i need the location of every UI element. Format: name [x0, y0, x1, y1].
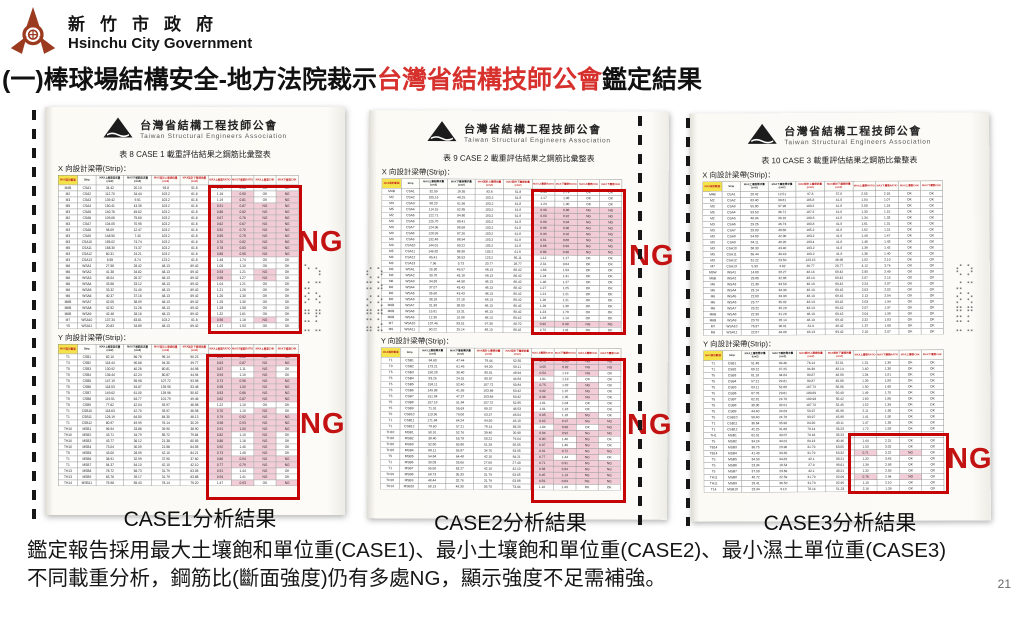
case2-caption: CASE2分析結果 [434, 512, 587, 535]
x-strip-label: X 向設計梁帶(Strip)： [381, 167, 455, 177]
association-name-en: Taiwan Structural Engineers Association [140, 132, 287, 140]
dot-matrix-stamp-2: ⢎⡱ ⠭⠵ ⡪⢕ ⣛⡛ ⠶⠮ [364, 266, 388, 335]
x-strip-table: MAX設計斷面 Strip MAX上層筋需求量(cm2) MAX下層筋需求量(cm2)… [702, 180, 944, 336]
gov-name-en: Hsinchu City Government [68, 34, 253, 52]
page-number: 21 [997, 577, 1011, 591]
conclusion-line-1: 鑑定報告採用最大土壤飽和單位重(CASE1)、最小土壤飽和單位重(CASE2)、… [27, 539, 947, 562]
ng-highlight-box-case2-x [531, 189, 626, 335]
table-caption: 表 8 CASE 1 載重評估結果之鋼筋比彙整表 [119, 150, 271, 159]
ng-annotation-case2-x: NG [629, 240, 675, 272]
ng-highlight-box-case1-y [206, 354, 300, 500]
ng-annotation-case2-y: NG [627, 409, 673, 441]
scan-page-case1: 台灣省結構工程技師公會 Taiwan Structural Engineers … [45, 107, 345, 515]
dot-matrix-stamp-1: ⠑⢢ ⣐⠒ ⡪⢕ ⠶⡶ ⣉⣁ [302, 263, 326, 332]
table-caption: 表 10 CASE 3 載重評估結果之鋼筋比彙整表 [761, 155, 918, 166]
gov-header: 新竹市政府 Hsinchu City Government [8, 6, 252, 61]
scan-cut-mark-middle-right [638, 116, 642, 526]
association-name-en: Taiwan Structural Engineers Association [463, 136, 611, 144]
case3-caption: CASE3分析結果 [763, 512, 917, 535]
ng-highlight-box-case1-x [208, 185, 302, 334]
slide-title: (一)棒球場結構安全-地方法院裁示台灣省結構技師公會鑑定結果 [2, 60, 702, 96]
association-name-zh: 台灣省結構工程技師公會 [464, 123, 602, 136]
x-strip-label: X 向設計梁帶(Strip)： [702, 170, 775, 180]
table-caption: 表 9 CASE 2 載重評估結果之鋼筋比彙整表 [443, 153, 595, 164]
ng-annotation-case1-x: NG [298, 226, 344, 258]
y-strip-label: Y 向設計梁帶(Strip)： [380, 336, 454, 346]
tsea-logo-icon [427, 121, 457, 147]
conclusion-line-2: 不同載重分析，鋼筋比(斷面強度)仍有多處NG，顯示強度不足需補強。 [27, 567, 666, 590]
tsea-logo-icon [103, 117, 133, 143]
slide-title-highlight: 台灣省結構技師公會 [376, 66, 602, 94]
association-header: 台灣省結構工程技師公會 Taiwan Structural Engineers … [45, 115, 345, 145]
ng-annotation-case3-y: NG [947, 443, 993, 475]
association-header: 台灣省結構工程技師公會 Taiwan Structural Engineers … [369, 118, 669, 150]
tsea-logo-icon [747, 123, 777, 149]
scan-cut-mark-left [32, 110, 36, 524]
hsinchu-city-emblem-icon [8, 6, 58, 61]
slide-title-suffix: 鑑定結果 [602, 66, 703, 94]
ng-highlight-box-case3-y [848, 433, 949, 494]
gov-name-zh: 新竹市政府 [68, 14, 228, 34]
x-strip-label: X 向設計梁帶(Strip)： [58, 164, 131, 173]
slide-title-prefix: (一)棒球場結構安全-地方法院裁示 [2, 66, 377, 94]
ng-annotation-case1-y: NG [300, 408, 346, 440]
scan-page-case3: 台灣省結構工程技師公會 Taiwan Structural Engineers … [689, 112, 991, 522]
scan-cut-mark-right [686, 118, 690, 526]
association-name-zh: 台灣省結構工程技師公會 [140, 119, 278, 132]
dot-matrix-stamp-3: ⢎⡱ ⣐⠒ ⡪⢕ ⣛⡛ ⣉⣁ [954, 263, 978, 332]
association-name-zh: 台灣省結構工程技師公會 [784, 125, 922, 138]
y-strip-label: Y 向設計梁帶(Strip)： [703, 339, 776, 349]
case1-caption: CASE1分析結果 [123, 508, 277, 531]
scan-page-case2: 台灣省結構工程技師公會 Taiwan Structural Engineers … [366, 110, 670, 520]
x-strip-table: MAX設計斷面 Strip MAX上層筋需求量(cm2) MAX下層筋需求量(cm2)… [58, 175, 299, 329]
conclusion-text: 鑑定報告採用最大土壤飽和單位重(CASE1)、最小土壤飽和單位重(CASE2)、… [27, 537, 946, 593]
y-strip-label: Y 向設計梁帶(Strip)： [58, 333, 131, 342]
ng-highlight-box-case2-y [531, 358, 626, 503]
y-strip-table: MAX設計斷面 Strip MAX上層筋需求量(cm2) MAX下層筋需求量(cm2)… [58, 344, 299, 486]
association-header: 台灣省結構工程技師公會 Taiwan Structural Engineers … [689, 120, 989, 151]
association-name-en: Taiwan Structural Engineers Association [784, 138, 932, 146]
